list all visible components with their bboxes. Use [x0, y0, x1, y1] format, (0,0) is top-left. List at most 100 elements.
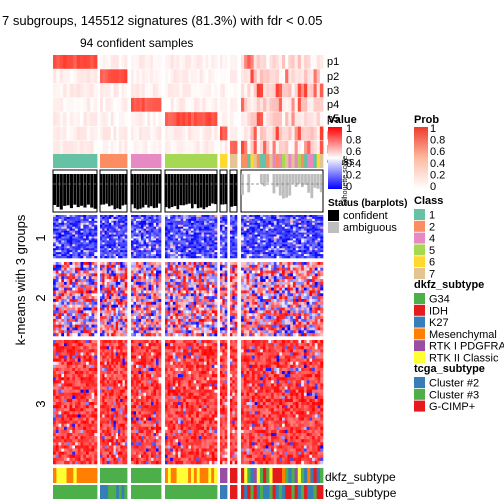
heatmap-cell [314, 256, 318, 259]
heatmap-cell [133, 216, 137, 220]
heatmap-cell [167, 242, 171, 245]
heatmap-cell [122, 252, 126, 255]
heatmap-cell [53, 287, 57, 291]
heatmap-cell [102, 230, 105, 233]
heatmap-cell [287, 222, 291, 226]
heatmap-cell [170, 248, 174, 251]
heatmap-cell [118, 226, 121, 229]
heatmap-cell [83, 284, 87, 288]
heatmap-cell [303, 238, 307, 241]
prob-cell-p2 [319, 69, 324, 84]
heatmap-cell [206, 246, 210, 249]
heatmap-cell [243, 244, 247, 247]
heatmap-cell [183, 301, 187, 305]
heatmap-cell [91, 299, 95, 303]
heatmap-cell [120, 216, 123, 220]
heatmap-cell [204, 218, 207, 222]
heatmap-cell [148, 232, 152, 235]
heatmap-cell [115, 284, 119, 288]
heatmap-cell [301, 296, 305, 300]
heatmap-cell [113, 218, 117, 222]
heatmap-cell [66, 240, 70, 243]
heatmap-cell [183, 262, 187, 266]
heatmap-cell [287, 248, 291, 251]
heatmap-cell [141, 333, 144, 337]
heatmap-cell [83, 270, 87, 274]
heatmap-cell [143, 232, 147, 235]
heatmap-cell [180, 276, 184, 280]
heatmap-cell [102, 242, 105, 245]
heatmap-cell [156, 248, 159, 251]
heatmap-cell [124, 244, 128, 247]
heatmap-cell [206, 313, 210, 317]
prob-cell-p6 [253, 126, 258, 141]
prob-cell-p2 [202, 69, 206, 84]
heatmap-cell [113, 273, 117, 277]
heatmap-cell [175, 248, 179, 251]
heatmap-cell [170, 254, 174, 257]
heatmap-cell [175, 333, 179, 337]
prob-cell-p5 [307, 112, 311, 126]
heatmap-cell [312, 267, 316, 271]
heatmap-cell [53, 226, 57, 229]
class-cell-4 [147, 154, 151, 168]
heatmap-cell [254, 246, 258, 249]
heatmap-cell [209, 321, 213, 325]
heatmap-cell [246, 287, 250, 291]
heatmap-cell [55, 234, 59, 237]
heatmap-cell [170, 327, 174, 331]
heatmap-cell [148, 299, 152, 303]
heatmap-cell [170, 222, 174, 226]
heatmap-cell [249, 290, 253, 294]
prob-cell-p6 [53, 126, 57, 141]
heatmap-cell [148, 307, 152, 311]
heatmap-cell [303, 290, 307, 294]
heatmap-cell [185, 333, 189, 337]
heatmap-cell [204, 293, 207, 297]
heatmap-cell [273, 299, 277, 303]
prob-cell-p4 [136, 97, 140, 112]
heatmap-cell [220, 244, 223, 247]
heatmap-cell [133, 222, 137, 226]
heatmap-cell [66, 220, 70, 224]
heatmap-cell [198, 284, 202, 288]
heatmap-cell [211, 273, 215, 277]
heatmap-cell [153, 216, 157, 220]
silhouette-bar [241, 174, 244, 196]
heatmap-cell [120, 316, 123, 320]
heatmap-cell [94, 242, 98, 245]
heatmap-cell [131, 290, 134, 294]
heatmap-cell [133, 252, 137, 255]
heatmap-cell [111, 222, 114, 226]
heatmap-cell [201, 333, 205, 337]
heatmap-cell [303, 262, 307, 266]
heatmap-cell [191, 244, 194, 247]
prob-cell-p5 [230, 112, 234, 126]
heatmap-cell [290, 254, 294, 257]
prob-cell-p7 [278, 140, 283, 155]
heatmap-cell [188, 267, 192, 271]
heatmap-cell [153, 281, 157, 286]
heatmap-cell [198, 218, 202, 222]
heatmap-cell [262, 287, 266, 291]
prob-cell-p2 [124, 69, 128, 84]
heatmap-cell [183, 316, 187, 320]
heatmap-cell [309, 270, 313, 274]
heatmap-cell [260, 215, 264, 218]
heatmap-cell [290, 287, 294, 291]
heatmap-cell [209, 327, 213, 331]
prob-cell-p5 [139, 112, 143, 126]
heatmap-cell [198, 316, 202, 320]
heatmap-cell [141, 307, 144, 311]
prob-cell-p5 [100, 112, 104, 126]
heatmap-cell [64, 252, 68, 255]
heatmap-cell [204, 310, 207, 314]
heatmap-cell [53, 224, 57, 228]
heatmap-cell [295, 216, 299, 220]
heatmap-cell [55, 215, 59, 218]
silhouette-bar [220, 174, 223, 205]
heatmap-cell [317, 250, 321, 253]
heatmap-cell [309, 296, 313, 300]
heatmap-cell [69, 234, 73, 237]
heatmap-cell [254, 252, 258, 255]
